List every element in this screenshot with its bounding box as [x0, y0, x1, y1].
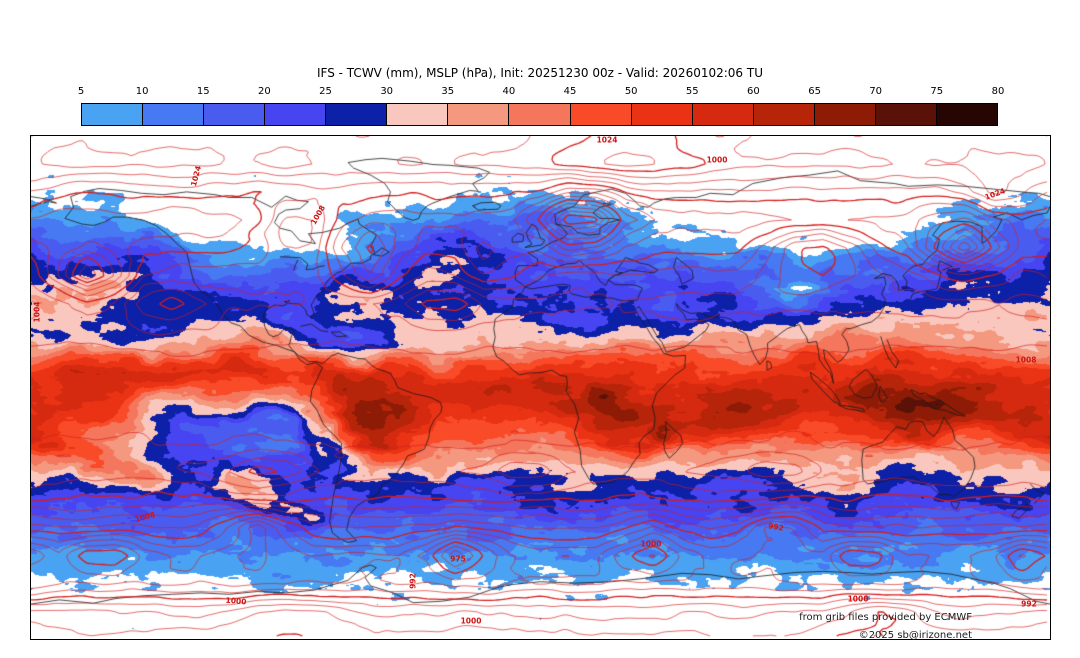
map-area: [30, 135, 1051, 640]
colorbar-tick-label: 50: [624, 86, 638, 97]
colorbar-tick-label: 60: [747, 86, 760, 97]
colorbar-tick-label: 15: [196, 86, 210, 97]
colorbar: [81, 103, 998, 126]
colorbar-segment: [875, 104, 937, 125]
mslp-contour-label: 1004: [32, 301, 42, 323]
mslp-contour-label: 992: [408, 573, 418, 589]
colorbar-segment: [692, 104, 754, 125]
colorbar-segment: [631, 104, 693, 125]
colorbar-segment: [936, 104, 997, 125]
attribution-source: from grib files provided by ECMWF: [799, 612, 972, 623]
mslp-contour-label: 1000: [460, 616, 482, 626]
colorbar-segment: [753, 104, 815, 125]
mslp-contour-label: 992: [1021, 599, 1037, 609]
colorbar-tick-label: 45: [563, 86, 577, 97]
mslp-contour-label: 975: [450, 554, 466, 564]
colorbar-segment: [509, 104, 571, 125]
colorbar-segment: [265, 104, 327, 125]
colorbar-segment: [814, 104, 876, 125]
mslp-contour-label: 1000: [706, 155, 728, 165]
attribution-copyright: ©2025 sb@irizone.net: [858, 630, 972, 641]
colorbar-segment: [143, 104, 205, 125]
mslp-contour-label: 1000: [225, 595, 247, 607]
colorbar-segment: [448, 104, 510, 125]
mslp-contour-label: 1000: [847, 594, 869, 604]
colorbar-tick-label: 55: [685, 86, 699, 97]
colorbar-tick-label: 25: [319, 86, 332, 97]
colorbar-tick-label: 5: [77, 86, 85, 97]
colorbar-tick-label: 75: [930, 86, 944, 97]
colorbar-tick-label: 65: [808, 86, 821, 97]
mslp-contour-label: 1008: [1015, 355, 1037, 365]
colorbar-tick-label: 70: [869, 86, 883, 97]
colorbar-segment: [204, 104, 266, 125]
colorbar-tick-label: 80: [991, 86, 1005, 97]
colorbar-segment: [570, 104, 632, 125]
colorbar-tick-labels: 5 10 15 20 25 30 35 40 45 50 55 60 65 70 75 80: [0, 86, 1080, 98]
tcwv-mslp-map-canvas: [31, 136, 1050, 639]
colorbar-segment: [387, 104, 449, 125]
colorbar-tick-label: 40: [502, 86, 516, 97]
mslp-contour-label: 1000: [640, 539, 662, 549]
colorbar-tick-label: 10: [135, 86, 149, 97]
chart-title: IFS - TCWV (mm), MSLP (hPa), Init: 20251…: [317, 66, 763, 80]
colorbar-tick-label: 35: [441, 86, 455, 97]
colorbar-segment: [82, 104, 144, 125]
colorbar-tick-label: 20: [258, 86, 271, 97]
colorbar-tick-label: 30: [380, 86, 394, 97]
mslp-contour-label: 1024: [596, 135, 618, 145]
colorbar-segment: [326, 104, 388, 125]
